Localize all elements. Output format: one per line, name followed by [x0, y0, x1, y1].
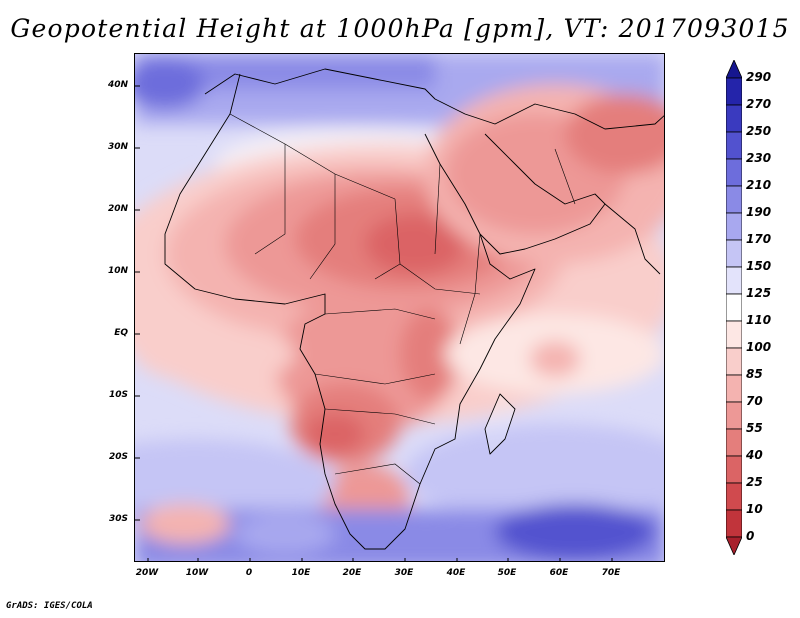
colorbar-top-triangle — [726, 60, 742, 79]
colorbar-level-label: 250 — [746, 124, 772, 138]
lat-label-20n: 20N — [107, 204, 128, 214]
colorbar-segment — [726, 131, 742, 160]
lon-label-70e: 70E — [601, 568, 621, 578]
lon-label-20w: 20W — [135, 568, 159, 578]
lon-label-20e: 20E — [342, 568, 362, 578]
lat-label-30n: 30N — [107, 142, 128, 152]
map-canvas — [135, 54, 664, 561]
colorbar-level-label: 100 — [746, 340, 772, 354]
colorbar-segment — [726, 158, 742, 187]
map-panel[interactable] — [134, 53, 665, 562]
colorbar-level-label: 25 — [746, 475, 763, 489]
colorbar-level-label: 40 — [746, 448, 763, 462]
lat-label-10s: 10S — [108, 390, 128, 400]
lon-label-10w: 10W — [185, 568, 209, 578]
colorbar-segment — [726, 320, 742, 349]
colorbar-level-label: 110 — [746, 313, 772, 327]
lon-label-50e: 50E — [497, 568, 517, 578]
lat-label-40n: 40N — [107, 80, 128, 90]
lon-label-60e: 60E — [549, 568, 569, 578]
colorbar-level-label: 55 — [746, 421, 763, 435]
colorbar-level-label: 0 — [746, 529, 755, 543]
colorbar-segment — [726, 509, 742, 538]
graticule-ticks — [135, 85, 613, 561]
lat-label-20s: 20S — [108, 452, 128, 462]
lon-label-10e: 10E — [291, 568, 311, 578]
colorbar-level-label: 210 — [746, 178, 772, 192]
colorbar-segment — [726, 455, 742, 484]
colorbar-level-label: 85 — [746, 367, 763, 381]
country-borders — [229, 113, 576, 485]
colorbar-level-label: 190 — [746, 205, 772, 219]
colorbar-level-label: 170 — [746, 232, 772, 246]
colorbar-segment — [726, 266, 742, 295]
colorbar-bottom-triangle — [726, 536, 742, 555]
colorbar-segment — [726, 347, 742, 376]
colorbar-level-label: 150 — [746, 259, 772, 273]
colorbar-segment — [726, 482, 742, 511]
colorbar-segment — [726, 185, 742, 214]
lon-label-40e: 40E — [446, 568, 466, 578]
map-title: Geopotential Height at 1000hPa [gpm], VT… — [10, 14, 790, 43]
colorbar-segment — [726, 374, 742, 403]
colorbar-segment — [726, 104, 742, 133]
colorbar-segment — [726, 212, 742, 241]
colorbar-segment — [726, 428, 742, 457]
colorbar-level-label: 230 — [746, 151, 772, 165]
grads-credit: GrADS: IGES/COLA — [6, 601, 93, 611]
lon-label-30e: 30E — [394, 568, 414, 578]
colorbar-level-label: 10 — [746, 502, 763, 516]
colorbar-segment — [726, 401, 742, 430]
colorbar-level-label: 270 — [746, 97, 772, 111]
colorbar-segment — [726, 293, 742, 322]
lat-label-eq: EQ — [114, 328, 128, 338]
colorbar-level-label: 290 — [746, 70, 772, 84]
colorbar — [726, 60, 742, 555]
coastlines — [164, 68, 664, 550]
lat-label-10n: 10N — [107, 266, 128, 276]
lon-label-0: 0 — [245, 568, 253, 578]
colorbar-segment — [726, 239, 742, 268]
lat-label-30s: 30S — [108, 514, 128, 524]
colorbar-level-label: 125 — [746, 286, 772, 300]
colorbar-segment — [726, 77, 742, 106]
colorbar-level-label: 70 — [746, 394, 763, 408]
